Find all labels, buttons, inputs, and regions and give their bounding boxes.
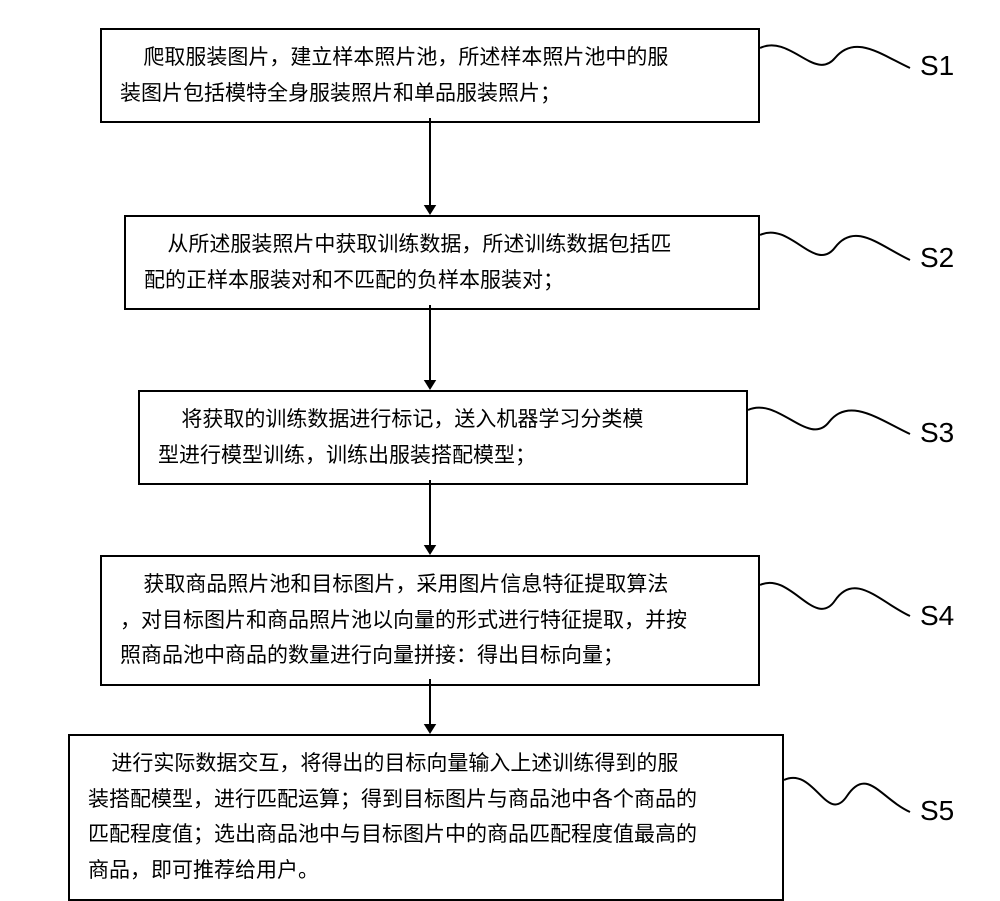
- arrow-s3-s4: [418, 480, 442, 557]
- step-text-s1: 爬取服装图片，建立样本照片池，所述样本照片池中的服 装图片包括模特全身服装照片和…: [120, 40, 740, 111]
- step-label-s2: S2: [920, 242, 954, 274]
- arrow-s4-s5: [418, 679, 442, 736]
- step-text-s5: 进行实际数据交互，将得出的目标向量输入上述训练得到的服 装搭配模型，进行匹配运算…: [88, 746, 764, 889]
- step-label-s1: S1: [920, 50, 954, 82]
- squiggle-s1: [750, 28, 920, 88]
- step-text-s3: 将获取的训练数据进行标记，送入机器学习分类模 型进行模型训练，训练出服装搭配模型…: [158, 402, 728, 473]
- step-box-s5: 进行实际数据交互，将得出的目标向量输入上述训练得到的服 装搭配模型，进行匹配运算…: [68, 734, 784, 901]
- arrow-s1-s2: [418, 118, 442, 217]
- squiggle-s4: [750, 565, 920, 636]
- step-label-s4: S4: [920, 600, 954, 632]
- arrow-s2-s3: [418, 305, 442, 392]
- step-box-s3: 将获取的训练数据进行标记，送入机器学习分类模 型进行模型训练，训练出服装搭配模型…: [138, 390, 748, 485]
- step-box-s2: 从所述服装照片中获取训练数据，所述训练数据包括匹 配的正样本服装对和不匹配的负样…: [124, 215, 760, 310]
- step-text-s2: 从所述服装照片中获取训练数据，所述训练数据包括匹 配的正样本服装对和不匹配的负样…: [144, 227, 740, 298]
- squiggle-s3: [738, 390, 920, 454]
- step-label-s5: S5: [920, 795, 954, 827]
- step-label-s3: S3: [920, 417, 954, 449]
- step-box-s1: 爬取服装图片，建立样本照片池，所述样本照片池中的服 装图片包括模特全身服装照片和…: [100, 28, 760, 123]
- squiggle-s2: [750, 215, 920, 280]
- step-box-s4: 获取商品照片池和目标图片，采用图片信息特征提取算法 ，对目标图片和商品照片池以向…: [100, 555, 760, 686]
- squiggle-s5: [774, 760, 920, 832]
- step-text-s4: 获取商品照片池和目标图片，采用图片信息特征提取算法 ，对目标图片和商品照片池以向…: [120, 567, 740, 674]
